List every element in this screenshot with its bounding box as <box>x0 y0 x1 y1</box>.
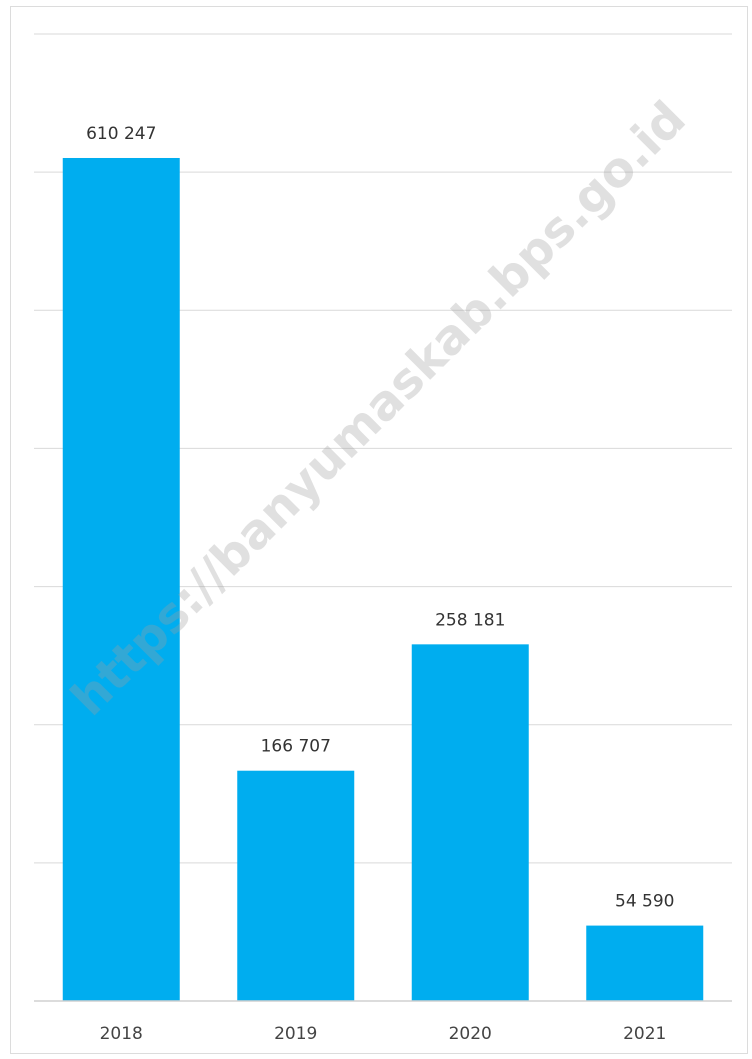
bar-2018 <box>62 157 180 1001</box>
value-label-2018: 610 247 <box>86 124 156 144</box>
value-label-2021: 54 590 <box>615 892 674 912</box>
bar-2019 <box>237 770 355 1001</box>
bars <box>62 157 704 1001</box>
x-tick-labels: 2018 2019 2020 2021 <box>100 1024 667 1044</box>
bar-2020 <box>411 644 529 1001</box>
bar-2021 <box>586 925 704 1001</box>
value-label-2019: 166 707 <box>261 737 331 757</box>
value-labels: 610 247 166 707 258 181 54 590 <box>86 124 674 912</box>
x-tick-label-2019: 2019 <box>274 1024 317 1044</box>
x-tick-label-2021: 2021 <box>623 1024 666 1044</box>
value-label-2020: 258 181 <box>435 610 505 630</box>
x-tick-label-2018: 2018 <box>100 1024 143 1044</box>
x-tick-label-2020: 2020 <box>449 1024 492 1044</box>
